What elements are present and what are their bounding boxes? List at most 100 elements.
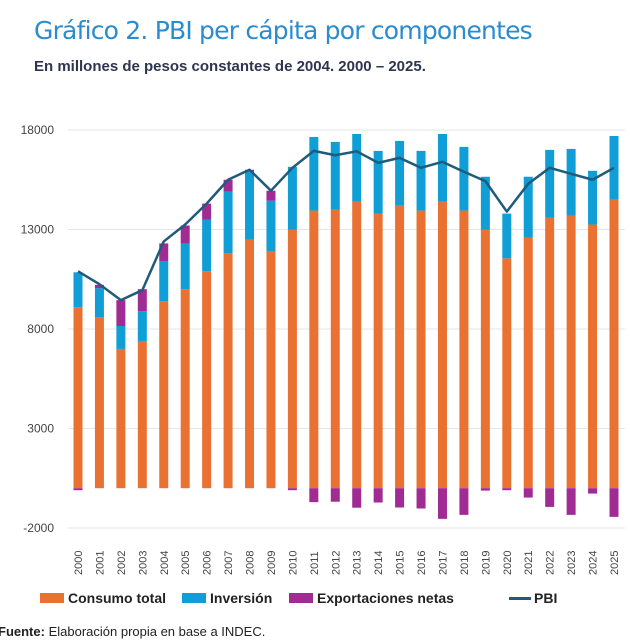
bar-exportaciones-netas-2019 [480, 488, 490, 491]
bar-exportaciones-netas-2000 [73, 488, 83, 491]
x-tick-label: 2005 [180, 551, 192, 575]
bar-exportaciones-netas-2023 [566, 488, 576, 515]
bar-exportaciones-netas-2013 [352, 488, 362, 508]
legend-line-pbi [509, 596, 531, 600]
x-tick-label: 2020 [502, 551, 514, 575]
x-tick-label: 2010 [287, 551, 299, 575]
x-tick-label: 2014 [373, 551, 385, 575]
x-tick-label: 2012 [330, 551, 342, 575]
bar-consumo-total-2011 [309, 210, 319, 489]
x-tick-label: 2000 [73, 551, 85, 575]
x-tick-label: 2003 [137, 551, 149, 575]
gridlines [68, 129, 625, 529]
bar-inversion-2014 [373, 150, 383, 214]
bar-exportaciones-netas-2016 [416, 488, 426, 509]
bar-consumo-total-2003 [137, 340, 147, 489]
bar-exportaciones-netas-2004 [159, 243, 169, 262]
x-tick-label: 2019 [480, 551, 492, 575]
bar-exportaciones-netas-2020 [502, 488, 512, 491]
bar-consumo-total-2007 [223, 253, 233, 489]
pbi-line [77, 149, 615, 302]
legend-swatch-exportaciones [289, 593, 313, 603]
x-tick-label: 2018 [459, 551, 471, 575]
legend-item-consumo: Consumo total [40, 590, 166, 606]
y-tick-label: 13000 [21, 223, 55, 237]
bar-exportaciones-netas-2001 [94, 284, 104, 289]
bar-consumo-total-2024 [588, 224, 598, 489]
bar-inversion-2021 [523, 176, 533, 238]
chart-title: Gráfico 2. PBI per cápita por componente… [34, 16, 533, 45]
bar-inversion-2016 [416, 150, 426, 211]
bar-exportaciones-netas-2025 [609, 488, 619, 517]
bar-inversion-2001 [94, 288, 104, 318]
legend-item-pbi: PBI [509, 590, 557, 606]
bar-exportaciones-netas-2006 [202, 203, 212, 220]
bar-exportaciones-netas-2011 [309, 488, 319, 503]
bar-inversion-2007 [223, 191, 233, 254]
legend-item-exportaciones: Exportaciones netas [289, 590, 454, 606]
bar-inversion-2002 [116, 326, 126, 349]
x-tick-label: 2025 [609, 551, 621, 575]
bar-inversion-2012 [330, 141, 340, 210]
x-tick-label: 2024 [588, 551, 600, 575]
x-tick-label: 2022 [545, 551, 557, 575]
legend-label: PBI [534, 590, 558, 606]
bar-consumo-total-2019 [480, 229, 490, 489]
bar-inversion-2009 [266, 200, 276, 252]
bar-exportaciones-netas-2024 [588, 488, 598, 494]
bar-exportaciones-netas-2014 [373, 488, 383, 503]
x-tick-label: 2002 [116, 551, 128, 575]
bar-inversion-2004 [159, 261, 169, 302]
x-tick-label: 2015 [395, 551, 407, 575]
bar-exportaciones-netas-2003 [137, 289, 147, 312]
bar-consumo-total-2023 [566, 215, 576, 489]
x-tick-label: 2016 [416, 551, 428, 575]
bar-inversion-2003 [137, 311, 147, 341]
y-tick-label: 8000 [27, 322, 54, 336]
bar-inversion-2006 [202, 219, 212, 272]
bar-inversion-2018 [459, 146, 469, 211]
bar-consumo-total-2009 [266, 251, 276, 489]
legend-item-inversion: Inversión [182, 590, 272, 606]
pbi-line-group [77, 149, 615, 302]
bar-inversion-2019 [480, 176, 490, 230]
bar-exportaciones-netas-2022 [545, 488, 555, 507]
legend-swatch-inversion [182, 593, 206, 603]
bar-consumo-total-2002 [116, 348, 126, 489]
bar-consumo-total-2016 [416, 210, 426, 489]
chart-plot: -2000 3000 8000 13000 18000 2000 2001 2002 2003… [21, 123, 625, 575]
x-tick-label: 2013 [352, 551, 364, 575]
bar-consumo-total-2015 [395, 205, 405, 489]
x-tick-label: 2006 [202, 551, 214, 575]
bar-consumo-total-2013 [352, 201, 362, 489]
bar-exportaciones-netas-2005 [180, 225, 190, 244]
bar-inversion-2023 [566, 148, 576, 216]
bar-exportaciones-netas-2017 [437, 488, 447, 519]
bar-exportaciones-netas-2007 [223, 179, 233, 192]
bar-consumo-total-2010 [287, 229, 297, 489]
y-axis-ticks: -2000 3000 8000 13000 18000 [21, 123, 55, 535]
x-tick-label: 2008 [245, 551, 257, 575]
x-tick-label: 2004 [159, 551, 171, 575]
bar-inversion-2010 [287, 166, 297, 230]
bar-consumo-total-2000 [73, 307, 83, 489]
legend-label: Inversión [210, 590, 273, 606]
x-tick-label: 2007 [223, 551, 235, 575]
bar-exportaciones-netas-2018 [459, 488, 469, 515]
legend-label: Consumo total [68, 590, 166, 606]
bar-consumo-total-2020 [502, 258, 512, 489]
bar-inversion-2022 [545, 149, 555, 218]
bar-inversion-2013 [352, 133, 362, 202]
bars [73, 133, 619, 519]
bar-exportaciones-netas-2010 [287, 488, 297, 491]
bar-consumo-total-2014 [373, 213, 383, 489]
bar-inversion-2008 [245, 171, 255, 240]
bar-consumo-total-2004 [159, 301, 169, 489]
bar-inversion-2020 [502, 213, 512, 259]
source-note: Fuente: Elaboración propia en base a IND… [0, 624, 265, 639]
y-tick-label: -2000 [23, 521, 54, 535]
bar-exportaciones-netas-2015 [395, 488, 405, 508]
bar-consumo-total-2012 [330, 209, 340, 489]
x-tick-label: 2009 [266, 551, 278, 575]
x-tick-label: 2017 [437, 551, 449, 575]
